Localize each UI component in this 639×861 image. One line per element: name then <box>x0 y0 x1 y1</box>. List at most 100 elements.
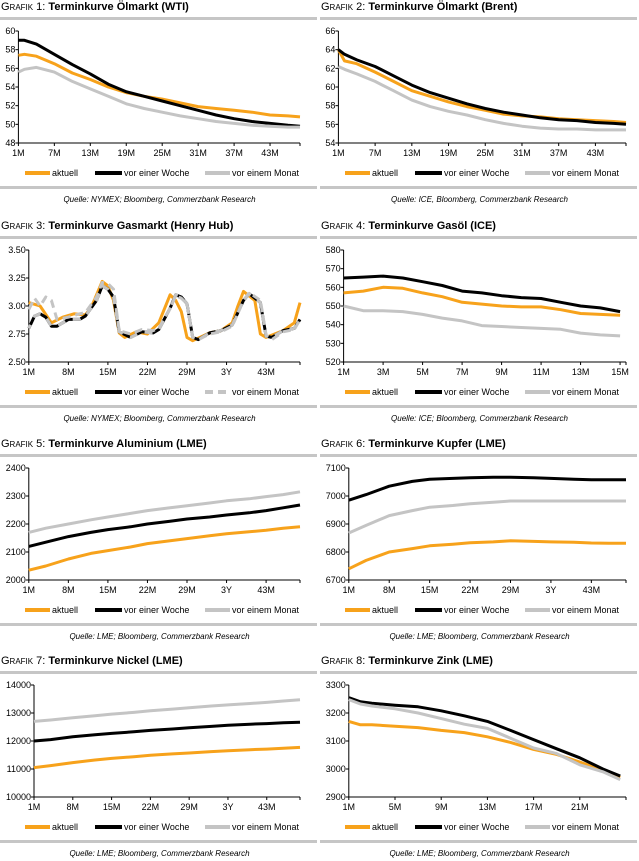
y-tick-label: 580 <box>326 245 341 255</box>
x-tick-label: 19M <box>440 148 458 158</box>
legend-label: vor einem Monat <box>232 822 300 832</box>
legend-label: vor einer Woche <box>124 822 189 832</box>
line-chart: 2000 2100 2200 2300 2400 1M 8M 15M 22M 29M 3Y 43M ak… <box>6 463 301 615</box>
x-tick-label: 13M <box>479 802 497 812</box>
x-tick-label: 43M <box>257 585 275 595</box>
source-note: Quelle: LME; Bloomberg, Commerzbank Rese… <box>69 632 250 641</box>
chart-panel-aluminium: Grafik 5: Terminkurve Aluminium (LME) Que… <box>0 437 319 652</box>
legend-label: aktuell <box>52 605 78 615</box>
chart-title: Grafik 3: Terminkurve Gasmarkt (Henry Hu… <box>1 220 233 232</box>
y-tick-label: 58 <box>325 101 335 111</box>
line-chart: 2900 3000 3100 3200 3300 1M 5M 9M 13M 17M 21M aktue… <box>326 680 627 832</box>
x-tick-label: 21M <box>571 802 589 812</box>
title-rule <box>0 454 317 457</box>
x-tick-label: 3Y <box>221 585 232 595</box>
chart-title: Grafik 5: Terminkurve Aluminium (LME) <box>1 438 207 450</box>
y-tick-label: 570 <box>326 264 341 274</box>
y-tick-label: 3000 <box>326 764 346 774</box>
y-tick-label: 56 <box>5 63 15 73</box>
chart-number: Grafik 8: <box>321 655 366 667</box>
x-tick-label: 11M <box>533 367 550 377</box>
x-tick-label: 25M <box>477 148 495 158</box>
x-tick-label: 25M <box>153 148 171 158</box>
bottom-rule <box>320 405 637 408</box>
x-tick-label: 13M <box>403 148 421 158</box>
x-tick-label: 31M <box>189 148 207 158</box>
line-chart: 10000 11000 12000 13000 14000 1M 8M 15M 22M 29M 3Y… <box>6 680 301 832</box>
title-rule <box>320 671 637 674</box>
legend-label: vor einer Woche <box>444 168 509 178</box>
y-tick-label: 550 <box>326 301 341 311</box>
legend-label: vor einem Monat <box>552 822 620 832</box>
y-tick-label: 520 <box>326 357 341 367</box>
x-tick-label: 22M <box>142 802 160 812</box>
x-tick-label: 29M <box>502 585 520 595</box>
y-tick-label: 58 <box>5 45 15 55</box>
chart-panel-gasoil: Grafik 4: Terminkurve Gasöl (ICE) Quelle:… <box>320 219 639 434</box>
legend-label: aktuell <box>52 168 78 178</box>
title-rule <box>320 454 637 457</box>
x-tick-label: 1M <box>28 802 41 812</box>
chart-title: Grafik 4: Terminkurve Gasöl (ICE) <box>321 220 496 232</box>
y-tick-label: 48 <box>5 138 15 148</box>
y-tick-label: 530 <box>326 338 341 348</box>
series-line-aktuell <box>33 745 301 770</box>
x-tick-label: 43M <box>257 367 275 377</box>
y-tick-label: 6900 <box>326 519 346 529</box>
x-tick-label: 15M <box>99 367 117 377</box>
x-tick-label: 1M <box>332 148 345 158</box>
y-tick-label: 2100 <box>6 547 26 557</box>
chart-title-text: Terminkurve Aluminium (LME) <box>48 438 207 450</box>
legend-label: vor einer Woche <box>124 387 189 397</box>
series-line-monat <box>28 490 301 534</box>
legend-label: aktuell <box>372 168 398 178</box>
source-note: Quelle: LME; Bloomberg, Commerzbank Rese… <box>389 632 570 641</box>
y-tick-label: 2200 <box>6 519 26 529</box>
x-tick-label: 8M <box>62 367 75 377</box>
x-tick-label: 29M <box>178 585 196 595</box>
x-tick-label: 17M <box>525 802 543 812</box>
chart-title: Grafik 7: Terminkurve Nickel (LME) <box>1 655 183 667</box>
legend-label: vor einem Monat <box>232 387 300 397</box>
y-tick-label: 3.50 <box>8 245 26 255</box>
x-tick-label: 3Y <box>221 367 232 377</box>
legend-label: vor einem Monat <box>552 168 620 178</box>
source-note: Quelle: NYMEX; Bloomberg, Commerzbank Re… <box>63 414 256 423</box>
series-line-monat <box>27 281 302 342</box>
x-tick-label: 13M <box>572 367 590 377</box>
chart-number: Grafik 7: <box>1 655 46 667</box>
line-chart: 54 56 58 60 62 64 66 1M 7M 13M 19M 25M 31M 37M 43M aktu… <box>325 26 627 178</box>
chart-number: Grafik 2: <box>321 1 366 13</box>
x-tick-label: 15M <box>421 585 439 595</box>
legend-label: vor einer Woche <box>124 605 189 615</box>
x-tick-label: 1M <box>23 367 36 377</box>
y-tick-label: 62 <box>325 63 335 73</box>
y-tick-label: 60 <box>325 82 335 92</box>
x-tick-label: 31M <box>513 148 531 158</box>
x-tick-label: 9M <box>495 367 508 377</box>
chart-number: Grafik 3: <box>1 220 46 232</box>
x-tick-label: 3M <box>377 367 390 377</box>
title-rule <box>320 236 637 239</box>
x-tick-label: 43M <box>258 802 276 812</box>
chart-number: Grafik 5: <box>1 438 46 450</box>
legend-label: aktuell <box>372 822 398 832</box>
chart-title-text: Terminkurve Ölmarkt (Brent) <box>368 1 518 13</box>
x-tick-label: 43M <box>583 585 601 595</box>
source-note: Quelle: ICE, Bloomberg, Commerzbank Rese… <box>391 195 568 204</box>
y-tick-label: 7000 <box>326 491 346 501</box>
x-tick-label: 1M <box>23 585 36 595</box>
x-tick-label: 5M <box>416 367 429 377</box>
y-tick-label: 2400 <box>6 463 26 473</box>
x-tick-label: 22M <box>139 367 157 377</box>
legend-label: vor einem Monat <box>552 387 620 397</box>
y-tick-label: 2900 <box>326 792 346 802</box>
legend-label: vor einem Monat <box>232 168 300 178</box>
legend-label: vor einem Monat <box>232 605 300 615</box>
y-tick-label: 3200 <box>326 708 346 718</box>
y-tick-label: 52 <box>5 101 15 111</box>
y-tick-label: 50 <box>5 119 15 129</box>
series-line-woche <box>343 274 621 314</box>
chart-number: Grafik 4: <box>321 220 366 232</box>
chart-panel-henry-hub: Grafik 3: Terminkurve Gasmarkt (Henry Hu… <box>0 219 319 434</box>
